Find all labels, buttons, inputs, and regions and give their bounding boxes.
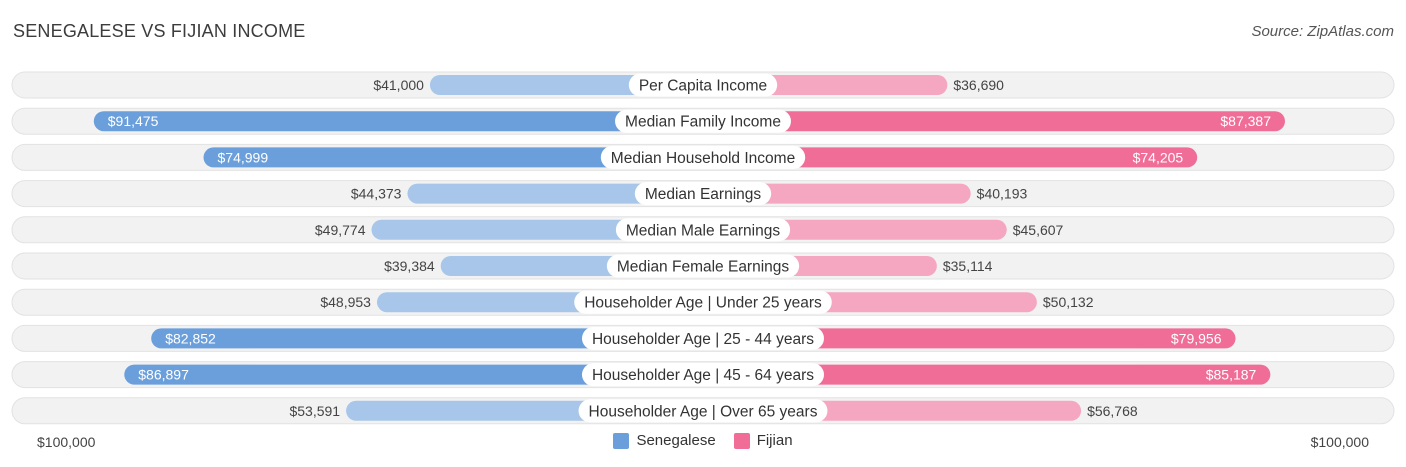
value-label-fijian: $50,132: [1043, 294, 1094, 310]
category-pill: [581, 363, 825, 387]
category-label: Per Capita Income: [639, 78, 767, 95]
category-pill: [615, 218, 791, 242]
category-pill: [634, 182, 772, 206]
category-label: Householder Age | Under 25 years: [584, 295, 822, 312]
category-label: Median Household Income: [611, 150, 795, 167]
chart-row: $53,591 $56,768 Householder Age | Over 65 …: [11, 397, 1395, 425]
chart-row: $82,852 $79,956 Householder Age | 25 - 44 …: [11, 324, 1395, 352]
category-pill: [606, 254, 800, 278]
value-label-fijian: $45,607: [1013, 222, 1064, 238]
value-label-senegalese: $86,897: [138, 367, 189, 383]
value-label-senegalese: $39,384: [384, 258, 435, 274]
bar-senegalese[interactable]: [124, 364, 713, 385]
category-label: Median Family Income: [625, 114, 781, 131]
value-label-senegalese: $53,591: [289, 403, 340, 419]
bar-fijian[interactable]: [693, 328, 1236, 349]
category-pill: [581, 326, 825, 350]
value-label-fijian: $85,187: [1206, 367, 1257, 383]
chart-row: $44,373 $40,193 Median Earnings: [11, 180, 1395, 208]
bar-senegalese[interactable]: [203, 147, 713, 168]
value-label-senegalese: $41,000: [373, 77, 424, 93]
value-label-fijian: $36,690: [953, 77, 1004, 93]
bar-senegalese[interactable]: [93, 111, 714, 132]
value-label-fijian: $79,956: [1171, 330, 1222, 346]
axis-right-label: $100,000: [1310, 434, 1369, 450]
category-label: Median Female Earnings: [617, 259, 790, 276]
legend-label-fijian: Fijian: [756, 432, 793, 449]
bar-fijian[interactable]: [693, 111, 1285, 132]
value-label-senegalese: $74,999: [218, 149, 269, 165]
legend-swatch-senegalese: [613, 432, 630, 449]
axis-left-label: $100,000: [37, 434, 96, 450]
bar-fijian[interactable]: [693, 147, 1198, 168]
legend-swatch-fijian: [733, 432, 750, 449]
legend-label-senegalese: Senegalese: [636, 432, 716, 449]
value-label-senegalese: $82,852: [165, 330, 216, 346]
bar-fijian[interactable]: [693, 364, 1271, 385]
chart-row: $74,999 $74,205 Median Household Income: [11, 143, 1395, 171]
legend: Senegalese Fijian: [0, 432, 1406, 449]
bar-senegalese[interactable]: [151, 328, 713, 349]
category-label: Median Earnings: [645, 186, 762, 203]
value-label-senegalese: $44,373: [351, 186, 402, 202]
income-chart: $41,000 $36,690 Per Capita Income $91,475 $8…: [11, 71, 1395, 425]
chart-row: $41,000 $36,690 Per Capita Income: [11, 71, 1395, 99]
value-label-senegalese: $91,475: [108, 113, 159, 129]
chart-row: $91,475 $87,387 Median Family Income: [11, 107, 1395, 135]
category-pill: [615, 109, 791, 133]
category-label: Householder Age | 45 - 64 years: [592, 367, 814, 384]
value-label-fijian: $35,114: [943, 258, 993, 274]
category-label: Median Male Earnings: [626, 222, 780, 239]
chart-row: $49,774 $45,607 Median Male Earnings: [11, 216, 1395, 244]
legend-item-fijian[interactable]: Fijian: [733, 432, 793, 449]
legend-item-senegalese[interactable]: Senegalese: [613, 432, 716, 449]
value-label-senegalese: $48,953: [320, 294, 371, 310]
category-pill: [578, 399, 828, 423]
chart-row: $48,953 $50,132 Householder Age | Under 25…: [11, 288, 1395, 316]
category-label: Householder Age | Over 65 years: [589, 403, 818, 420]
value-label-fijian: $87,387: [1220, 113, 1271, 129]
category-pill: [574, 290, 832, 314]
source-label: Source: ZipAtlas.com: [1251, 23, 1394, 40]
chart-title: SENEGALESE VS FIJIAN INCOME: [13, 21, 306, 41]
category-pill: [600, 145, 806, 169]
value-label-fijian: $74,205: [1133, 149, 1184, 165]
value-label-fijian: $40,193: [977, 186, 1028, 202]
chart-row: $39,384 $35,114 Median Female Earnings: [11, 252, 1395, 280]
category-label: Householder Age | 25 - 44 years: [592, 331, 814, 348]
value-label-senegalese: $49,774: [315, 222, 366, 238]
chart-row: $86,897 $85,187 Householder Age | 45 - 64 …: [11, 361, 1395, 389]
category-pill: [628, 73, 778, 97]
value-label-fijian: $56,768: [1087, 403, 1138, 419]
